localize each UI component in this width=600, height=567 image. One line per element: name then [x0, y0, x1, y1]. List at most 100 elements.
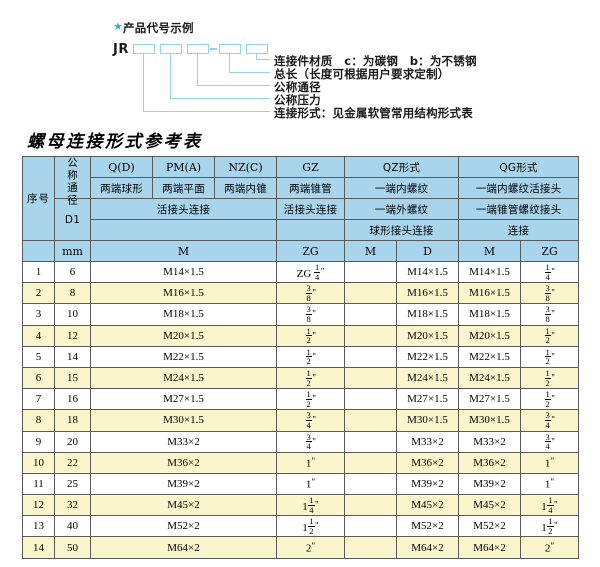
header-seq: 序号 — [22, 156, 55, 241]
header-blank-gz — [276, 219, 345, 241]
cell-qg-m: M24×1.5 — [458, 366, 522, 390]
header-unit-qz-d: D — [395, 240, 460, 262]
cell-qg-m: M52×2 — [458, 515, 522, 538]
cell-qz-d: M39×2 — [395, 472, 460, 496]
cell-qg-zg: 1 1 2 " — [520, 515, 580, 538]
code-label-material: 连接件材质 c：为碳钢 b：为不锈钢 — [274, 54, 477, 68]
header-row-desc3: 球形接头连接 连接 — [23, 219, 580, 241]
cell-nominal-bore: 22 — [54, 451, 91, 474]
cell-qg-m: M45×2 — [458, 494, 522, 517]
table-row: 14 50 M64×2 2" M64×2 M64×2 2" — [22, 536, 580, 559]
leader-vline-3 — [197, 54, 199, 86]
table-row: 10 22 M36×2 1" M36×2 M36×2 1" — [22, 451, 580, 474]
header-group-pma-code: PM(A) — [152, 156, 215, 178]
cell-nominal-bore: 40 — [54, 515, 91, 538]
cell-seq: 3 — [22, 303, 55, 326]
cell-qg-m: M20×1.5 — [458, 324, 522, 347]
cell-qz-d: M27×1.5 — [395, 388, 460, 411]
header-row-units: mm M ZG M D M ZG — [22, 240, 580, 262]
cell-gz-zg: 1 2 " — [276, 345, 345, 368]
cell-thread-m: M18×1.5 — [90, 303, 277, 326]
cell-qz-d: M52×2 — [395, 515, 460, 538]
cell-gz-zg: 3 4 " — [276, 430, 345, 453]
header-qd-desc: 两端球形 — [90, 177, 153, 199]
cell-nominal-bore: 25 — [54, 472, 91, 496]
header-row-code: 序号 公称通径 Q(D) PM(A) NZ(C) GZ QZ形式 QG形式 — [22, 156, 580, 241]
cell-qz-d: M64×2 — [395, 536, 460, 559]
header-qz-desc3: 球形接头连接 — [343, 219, 460, 241]
cell-nominal-bore: 8 — [54, 282, 91, 305]
cell-gz-zg: 1 2 " — [276, 388, 345, 411]
cell-thread-m: M20×1.5 — [90, 324, 277, 347]
header-group-nzc-code: NZ(C) — [214, 156, 277, 178]
cell-thread-m: M52×2 — [90, 515, 277, 538]
leader-hline-4 — [229, 72, 270, 74]
cell-qg-m: M33×2 — [458, 430, 522, 453]
cell-gz-zg: 1 1 4 " — [276, 494, 345, 517]
cell-qz-m — [344, 430, 397, 453]
nut-connection-reference-table: 序号 公称通径 Q(D) PM(A) NZ(C) GZ QZ形式 QG形式 两端… — [22, 156, 580, 559]
cell-seq: 11 — [22, 472, 55, 496]
header-qz-desc1: 一端内螺纹 — [343, 177, 460, 199]
cell-thread-m: M22×1.5 — [90, 345, 277, 368]
leader-vline-5 — [256, 54, 258, 60]
cell-qg-zg: 1 1 4 " — [520, 494, 580, 517]
header-nominal-bore: 公称通径 — [54, 156, 91, 207]
header-group-qd-code: Q(D) — [90, 156, 153, 178]
cell-qz-m — [344, 472, 397, 496]
cell-thread-m: M24×1.5 — [90, 366, 277, 390]
cell-seq: 10 — [22, 451, 55, 474]
cell-seq: 14 — [22, 536, 55, 559]
cell-thread-m: M27×1.5 — [90, 388, 277, 411]
cell-qz-d: M30×1.5 — [395, 409, 460, 432]
cell-seq: 12 — [22, 494, 55, 517]
table-row: 5 14 M22×1.5 1 2 " M22×1.5 M22×1.5 1 2 " — [22, 345, 580, 368]
header-qg-desc2: 一端锥管螺纹接头 — [458, 198, 580, 220]
cell-qz-m — [344, 366, 397, 390]
code-box-1 — [133, 44, 155, 54]
cell-nominal-bore: 10 — [54, 303, 91, 326]
cell-gz-zg: 1" — [276, 451, 345, 474]
code-separator-dash — [210, 48, 217, 50]
cell-qz-m — [344, 260, 397, 284]
cell-qg-zg: 1 2 " — [520, 366, 580, 390]
cell-thread-m: M36×2 — [90, 451, 277, 474]
cell-thread-m: M30×1.5 — [90, 409, 277, 432]
cell-qz-d: M22×1.5 — [395, 345, 460, 368]
cell-qg-m: M18×1.5 — [458, 303, 522, 326]
cell-nominal-bore: 16 — [54, 388, 91, 411]
cell-qg-zg: 1" — [520, 472, 580, 496]
table-header: 序号 公称通径 Q(D) PM(A) NZ(C) GZ QZ形式 QG形式 两端… — [22, 156, 580, 262]
cell-seq: 2 — [22, 282, 55, 305]
cell-nominal-bore: 20 — [54, 430, 91, 453]
header-unit-gz: ZG — [276, 240, 345, 262]
cell-qg-m: M22×1.5 — [458, 345, 522, 368]
cell-qg-zg: 3 8 " — [520, 303, 580, 326]
cell-qg-zg: 1 2 " — [520, 324, 580, 347]
cell-qz-m — [344, 303, 397, 326]
cell-seq: 1 — [22, 260, 55, 284]
cell-qz-d: M45×2 — [395, 494, 460, 517]
cell-nominal-bore: 12 — [54, 324, 91, 347]
cell-qz-m — [344, 282, 397, 305]
cell-nominal-bore: 50 — [54, 536, 91, 559]
table-row: 11 25 M39×2 1" M39×2 M39×2 1" — [22, 472, 580, 496]
cell-nominal-bore: 14 — [54, 345, 91, 368]
cell-qz-d: M20×1.5 — [395, 324, 460, 347]
cell-gz-zg: 3 8 " — [276, 303, 345, 326]
cell-gz-zg: 1 1 2 " — [276, 515, 345, 538]
cell-qz-m — [344, 494, 397, 517]
cell-qz-d: M33×2 — [395, 430, 460, 453]
star-icon: ★ — [113, 21, 123, 33]
header-group-qg-code: QG形式 — [458, 156, 580, 178]
product-code-diagram: ★ 产品代号示例 JR 连接件材质 c：为碳钢 b：为不锈钢 总长（长度可根据用… — [0, 0, 600, 128]
cell-qz-m — [344, 409, 397, 432]
table-row: 2 8 M16×1.5 3 8 " M16×1.5 M16×1.5 3 8 " — [22, 282, 580, 305]
cell-qg-m: M27×1.5 — [458, 388, 522, 411]
table-row: 4 12 M20×1.5 1 2 " M20×1.5 M20×1.5 1 2 " — [22, 324, 580, 347]
code-box-5 — [246, 44, 268, 54]
page-title: 螺母连接形式参考表 — [27, 132, 203, 152]
cell-thread-m: M39×2 — [90, 472, 277, 496]
cell-qz-m — [344, 515, 397, 538]
table-row: 1 6 M14×1.5 ZG 1 4 " M14×1.5 M14×1.5 1 4 " — [22, 260, 580, 284]
